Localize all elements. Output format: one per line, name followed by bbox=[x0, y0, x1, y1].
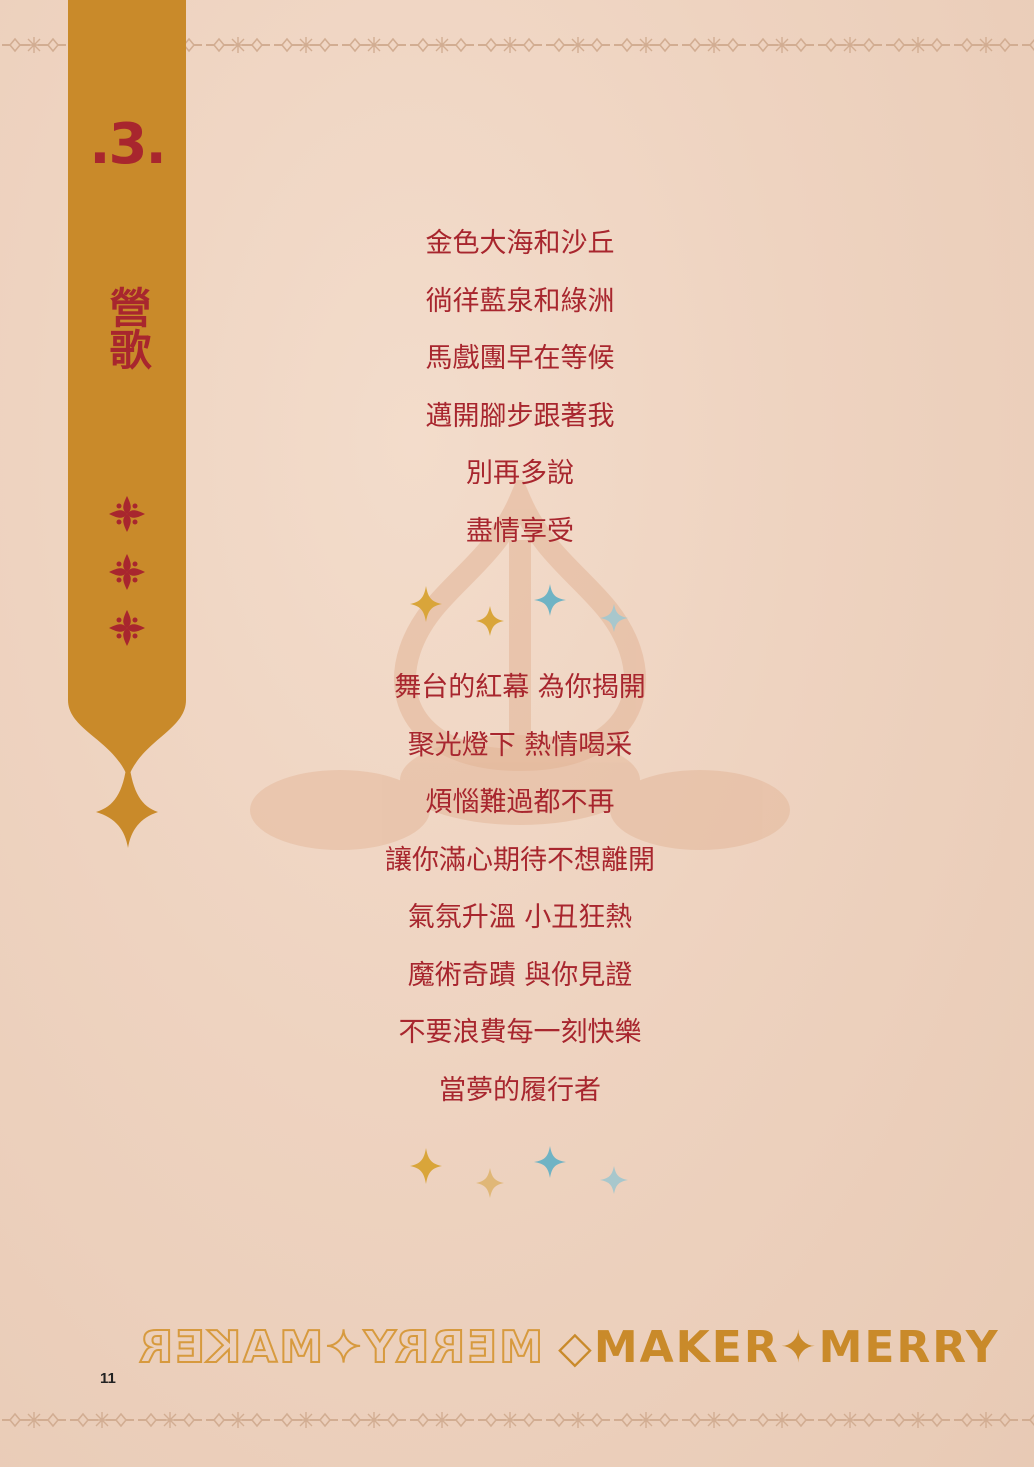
sparkles-top-icon bbox=[410, 584, 628, 636]
lyric-line: 不要浪費每一刻快樂 bbox=[398, 1017, 642, 1048]
sparkles-bottom-icon bbox=[410, 1146, 628, 1198]
footer-solid-wordmark: ◇MAKER✦MERRY bbox=[558, 1322, 1000, 1373]
bottom-ornamental-border bbox=[0, 1408, 1034, 1432]
lyrics-stanza-2: 舞台的紅幕 為你揭開 聚光燈下 熱情喝采 煩惱難過都不再 讓你滿心期待不想離開 … bbox=[300, 674, 740, 1134]
chapter-number: .3. bbox=[89, 112, 167, 177]
footer-mirrored-wordmark: MERRY✦MAKER bbox=[136, 1321, 544, 1374]
fleur-ornaments-icon bbox=[109, 496, 145, 646]
chapter-banner bbox=[68, 0, 186, 848]
lyric-line: 讓你滿心期待不想離開 bbox=[385, 844, 655, 876]
lyrics-stanza-1: 金色大海和沙丘 徜徉藍泉和綠洲 馬戲團早在等候 邁開腳步跟著我 別再多說 盡情享… bbox=[300, 230, 740, 575]
chapter-title-text: 營歌 bbox=[103, 286, 152, 370]
lyric-line: 盡情享受 bbox=[466, 515, 574, 547]
lyric-line: 聚光燈下 熱情喝采 bbox=[407, 729, 633, 761]
lyric-line: 魔術奇蹟 與你見證 bbox=[407, 959, 633, 991]
lyric-line: 氣氛升溫 小丑狂熱 bbox=[407, 902, 633, 933]
circus-tent-watermark-icon bbox=[250, 480, 790, 850]
lyric-line: 舞台的紅幕 為你揭開 bbox=[394, 672, 646, 703]
lyric-line: 當夢的履行者 bbox=[439, 1074, 601, 1106]
lyric-line: 別再多說 bbox=[466, 458, 574, 489]
lyric-line: 金色大海和沙丘 bbox=[425, 228, 615, 259]
lyric-line: 馬戲團早在等候 bbox=[425, 343, 615, 374]
lyric-line: 煩惱難過都不再 bbox=[425, 787, 615, 818]
page-number: 11 bbox=[100, 1370, 116, 1387]
chapter-title: 營歌 bbox=[68, 268, 186, 388]
lyric-line: 徜徉藍泉和綠洲 bbox=[425, 285, 615, 317]
lyric-line: 邁開腳步跟著我 bbox=[425, 400, 615, 432]
